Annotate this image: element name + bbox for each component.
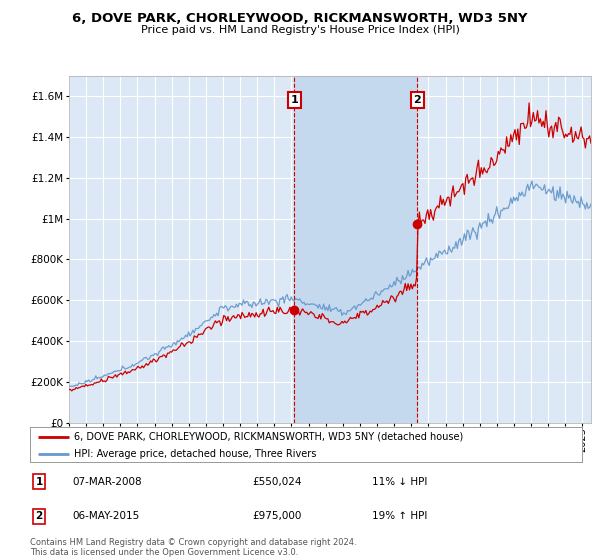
Text: 6, DOVE PARK, CHORLEYWOOD, RICKMANSWORTH, WD3 5NY: 6, DOVE PARK, CHORLEYWOOD, RICKMANSWORTH… [72,12,528,25]
Text: Price paid vs. HM Land Registry's House Price Index (HPI): Price paid vs. HM Land Registry's House … [140,25,460,35]
Text: 1: 1 [290,95,298,105]
Text: 11% ↓ HPI: 11% ↓ HPI [372,477,427,487]
Text: £550,024: £550,024 [252,477,302,487]
Text: 19% ↑ HPI: 19% ↑ HPI [372,511,427,521]
Text: HPI: Average price, detached house, Three Rivers: HPI: Average price, detached house, Thre… [74,449,317,459]
Text: £975,000: £975,000 [252,511,301,521]
Text: 07-MAR-2008: 07-MAR-2008 [72,477,142,487]
Text: 6, DOVE PARK, CHORLEYWOOD, RICKMANSWORTH, WD3 5NY (detached house): 6, DOVE PARK, CHORLEYWOOD, RICKMANSWORTH… [74,432,463,442]
Text: Contains HM Land Registry data © Crown copyright and database right 2024.
This d: Contains HM Land Registry data © Crown c… [30,538,356,557]
Text: 2: 2 [35,511,43,521]
Text: 1: 1 [35,477,43,487]
Text: 2: 2 [413,95,421,105]
Bar [295,76,417,423]
Text: 06-MAY-2015: 06-MAY-2015 [72,511,139,521]
